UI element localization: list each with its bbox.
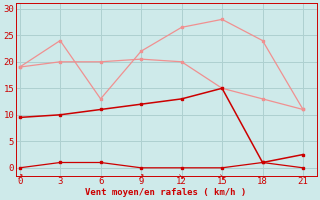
Text: ↗: ↗ [16, 172, 23, 181]
Text: ↘: ↘ [219, 172, 225, 181]
Text: ↘: ↘ [179, 172, 185, 181]
X-axis label: Vent moyen/en rafales ( km/h ): Vent moyen/en rafales ( km/h ) [85, 188, 247, 197]
Text: ↗: ↗ [138, 172, 144, 181]
